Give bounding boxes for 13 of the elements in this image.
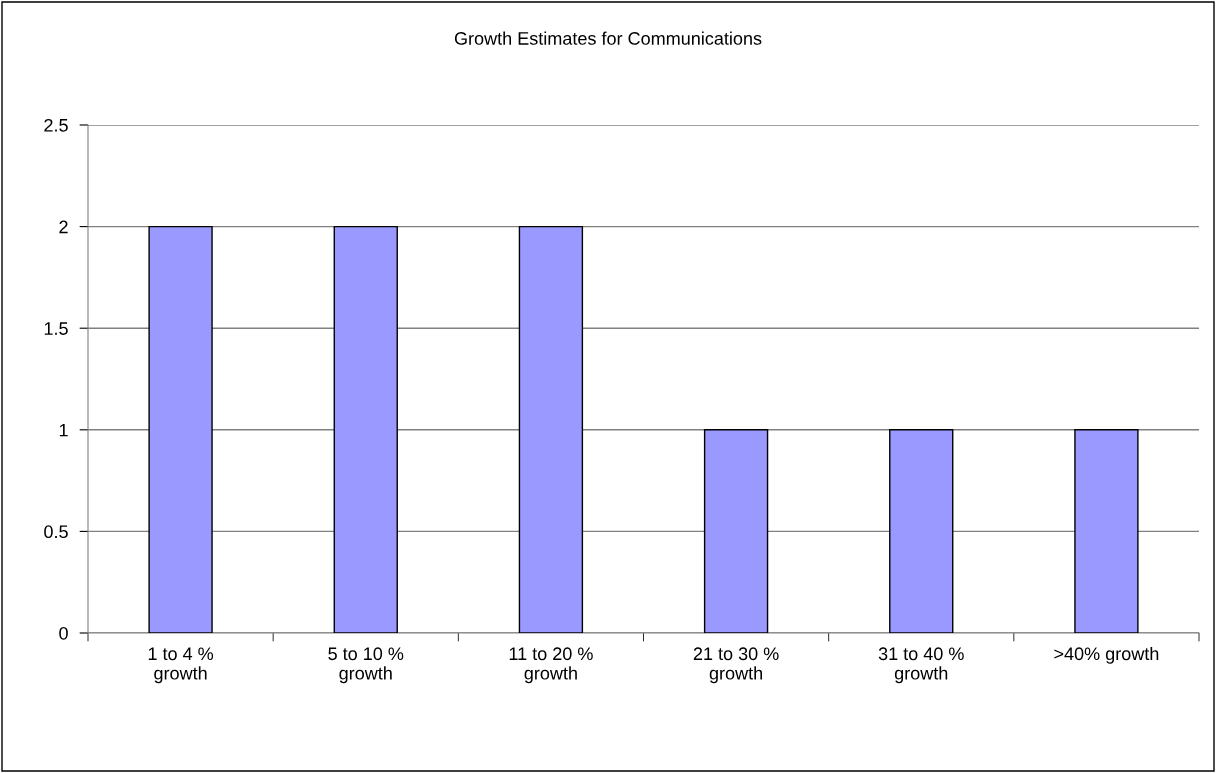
x-tick-label: 21 to 30 % growth bbox=[693, 647, 779, 684]
y-tick-label: 1.5 bbox=[44, 322, 68, 335]
chart-title: Growth Estimates for Communications bbox=[454, 31, 762, 45]
y-tick-label: 1 bbox=[59, 423, 68, 437]
y-tick-label: 2 bbox=[59, 220, 68, 234]
x-tick-label: 31 to 40 % growth bbox=[878, 647, 964, 684]
y-tick-label: 0 bbox=[59, 626, 68, 640]
x-tick-label: 11 to 20 % growth bbox=[509, 647, 593, 684]
x-tick-label: >40% growth bbox=[1054, 646, 1159, 664]
x-tick-label: 1 to 4 % growth bbox=[148, 647, 214, 684]
y-tick-label: 2.5 bbox=[44, 118, 68, 132]
x-tick-label: 5 to 10 % growth bbox=[328, 647, 404, 684]
y-tick-label: 0.5 bbox=[44, 525, 68, 539]
